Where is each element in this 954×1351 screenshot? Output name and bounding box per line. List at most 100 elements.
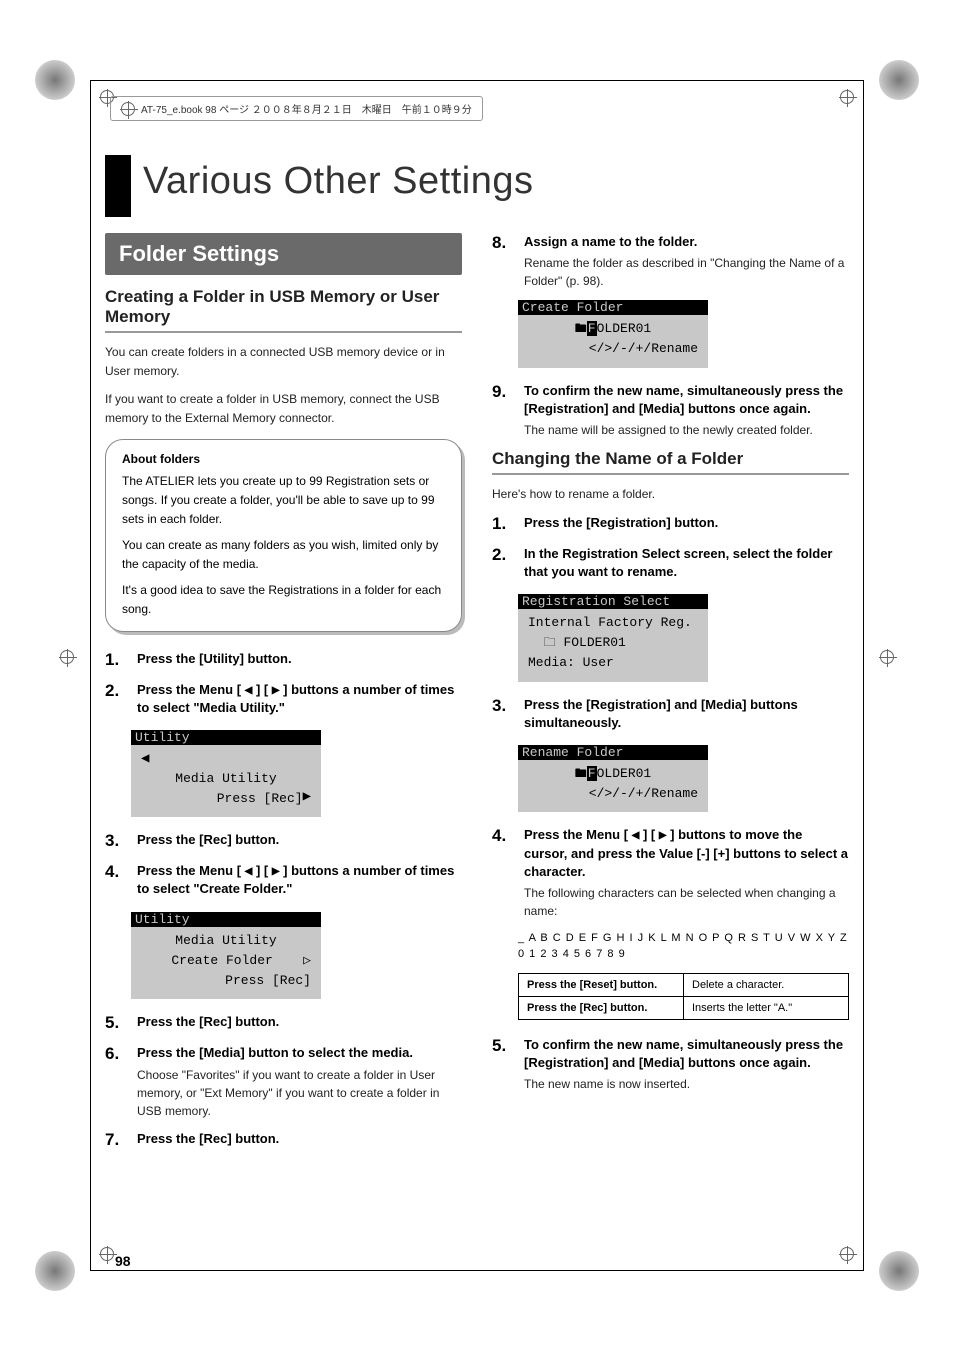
folder-icon: 🖿 bbox=[575, 322, 587, 336]
step-number: 4. bbox=[492, 826, 514, 920]
step-number: 2. bbox=[105, 681, 127, 720]
lcd-text: Press [Rec] bbox=[139, 789, 313, 809]
step-desc: The new name is now inserted. bbox=[524, 1075, 849, 1093]
note-text: It's a good idea to save the Registratio… bbox=[122, 581, 445, 618]
table-cell: Delete a character. bbox=[684, 973, 849, 996]
chapter-title: Various Other Settings bbox=[143, 160, 849, 203]
frame-line bbox=[863, 80, 864, 1271]
lcd-text: Create Folder bbox=[171, 953, 272, 968]
step-desc: The name will be assigned to the newly c… bbox=[524, 421, 849, 439]
registration-mark-icon bbox=[840, 90, 854, 104]
lcd-text: Media Utility bbox=[141, 770, 311, 788]
step-title: To confirm the new name, simultaneously … bbox=[524, 1036, 849, 1072]
lcd-header: Registration Select bbox=[518, 593, 674, 610]
step-title: Press the Menu [ ] [ ] buttons to move t… bbox=[524, 826, 849, 881]
subheading-create-folder: Creating a Folder in USB Memory or User … bbox=[105, 287, 462, 333]
registration-mark-icon bbox=[60, 650, 74, 664]
lcd-header: Rename Folder bbox=[518, 744, 627, 761]
lcd-text: Media Utility bbox=[139, 931, 313, 951]
lcd-screenshot-rename-folder: Rename Folder 🖿FOLDER01 </>/-/+/Rename bbox=[518, 745, 708, 812]
lcd-screenshot-utility: Utility ◀Media Utility▶ Press [Rec] bbox=[131, 730, 321, 817]
lcd-text: Internal Factory Reg. bbox=[526, 613, 700, 633]
step-number: 2. bbox=[492, 545, 514, 584]
registration-mark-icon bbox=[880, 650, 894, 664]
step-7: 7. Press the [Rec] button. bbox=[105, 1130, 462, 1151]
note-text: You can create as many folders as you wi… bbox=[122, 536, 445, 573]
actions-table: Press the [Reset] button. Delete a chara… bbox=[518, 973, 849, 1020]
step-number: 1. bbox=[492, 514, 514, 535]
step-number: 8. bbox=[492, 233, 514, 290]
step-number: 3. bbox=[105, 831, 127, 852]
step-title: Press the [Rec] button. bbox=[137, 1130, 462, 1148]
right-arrow-icon bbox=[272, 682, 280, 697]
frame-line bbox=[90, 80, 864, 81]
step-desc: Choose "Favorites" if you want to create… bbox=[137, 1066, 462, 1120]
subheading-rename-folder: Changing the Name of a Folder bbox=[492, 449, 849, 475]
lcd-header: Create Folder bbox=[518, 299, 627, 316]
note-text: The ATELIER lets you create up to 99 Reg… bbox=[122, 472, 445, 528]
step-number: 4. bbox=[105, 862, 127, 901]
body-text: Here's how to rename a folder. bbox=[492, 485, 849, 504]
lcd-text: Press [Rec] bbox=[139, 971, 313, 991]
lcd-text: FOLDER01 bbox=[563, 635, 625, 650]
section-banner: Folder Settings bbox=[105, 233, 462, 275]
step-title: Press the [Rec] button. bbox=[137, 831, 462, 849]
crop-corner-br bbox=[879, 1251, 919, 1291]
step-title: In the Registration Select screen, selec… bbox=[524, 545, 849, 581]
step-title: Press the [Rec] button. bbox=[137, 1013, 462, 1031]
step-1: 1. Press the [Utility] button. bbox=[105, 650, 462, 671]
body-text: If you want to create a folder in USB me… bbox=[105, 390, 462, 427]
frame-line bbox=[90, 1270, 864, 1271]
step-number: 7. bbox=[105, 1130, 127, 1151]
step-desc: Rename the folder as described in "Chang… bbox=[524, 254, 849, 290]
right-arrow-icon bbox=[272, 863, 280, 878]
folder-icon: 🖿 bbox=[575, 767, 587, 781]
right-column: 8. Assign a name to the folder. Rename t… bbox=[492, 233, 849, 1161]
step-title: To confirm the new name, simultaneously … bbox=[524, 382, 849, 418]
lcd-header: Utility bbox=[131, 911, 194, 928]
step-title: Press the [Utility] button. bbox=[137, 650, 462, 668]
step-6: 6. Press the [Media] button to select th… bbox=[105, 1044, 462, 1119]
right-arrow-icon: ▶ bbox=[303, 788, 311, 808]
table-cell: Press the [Reset] button. bbox=[519, 973, 684, 996]
table-row: Press the [Reset] button. Delete a chara… bbox=[519, 973, 849, 996]
step-2: 2. Press the Menu [ ] [ ] buttons a numb… bbox=[105, 681, 462, 720]
table-row: Press the [Rec] button. Inserts the lett… bbox=[519, 996, 849, 1019]
step-number: 1. bbox=[105, 650, 127, 671]
step-b1: 1. Press the [Registration] button. bbox=[492, 514, 849, 535]
step-title: Press the Menu [ ] [ ] buttons a number … bbox=[137, 862, 462, 898]
left-arrow-icon: ◀ bbox=[141, 750, 149, 770]
lcd-text: </>/-/+/Rename bbox=[526, 784, 700, 804]
step-9: 9. To confirm the new name, simultaneous… bbox=[492, 382, 849, 439]
folder-icon: 🗀 bbox=[544, 636, 556, 650]
step-b5: 5. To confirm the new name, simultaneous… bbox=[492, 1036, 849, 1093]
lcd-screenshot-create-folder: Utility Media Utility Create Folder ▷ Pre… bbox=[131, 912, 321, 1000]
lcd-text: OLDER01 bbox=[597, 766, 652, 781]
crop-corner-tl bbox=[35, 60, 75, 100]
body-text: You can create folders in a connected US… bbox=[105, 343, 462, 380]
crop-corner-bl bbox=[35, 1251, 75, 1291]
right-arrow-icon: ▷ bbox=[303, 952, 311, 970]
table-cell: Press the [Rec] button. bbox=[519, 996, 684, 1019]
step-8: 8. Assign a name to the folder. Rename t… bbox=[492, 233, 849, 290]
registration-mark-icon bbox=[121, 102, 135, 116]
step-number: 9. bbox=[492, 382, 514, 439]
step-title: Press the [Media] button to select the m… bbox=[137, 1044, 462, 1062]
lcd-text: Media: User bbox=[526, 653, 700, 673]
chapter-bar bbox=[105, 155, 131, 217]
step-number: 3. bbox=[492, 696, 514, 735]
lcd-text: </>/-/+/Rename bbox=[526, 339, 700, 359]
note-box-title: About folders bbox=[122, 452, 445, 466]
lcd-header: Utility bbox=[131, 729, 194, 746]
crop-corner-tr bbox=[879, 60, 919, 100]
step-title: Assign a name to the folder. bbox=[524, 233, 849, 251]
lcd-screenshot-create-folder-name: Create Folder 🖿FOLDER01 </>/-/+/Rename bbox=[518, 300, 708, 367]
step-5: 5. Press the [Rec] button. bbox=[105, 1013, 462, 1034]
frame-line bbox=[90, 80, 91, 1271]
step-desc: The following characters can be selected… bbox=[524, 884, 849, 920]
step-title: Press the [Registration] and [Media] but… bbox=[524, 696, 849, 732]
step-number: 5. bbox=[492, 1036, 514, 1093]
step-4: 4. Press the Menu [ ] [ ] buttons a numb… bbox=[105, 862, 462, 901]
print-header-note: AT-75_e.book 98 ページ ２００８年８月２１日 木曜日 午前１０時… bbox=[110, 96, 483, 121]
left-column: Folder Settings Creating a Folder in USB… bbox=[105, 233, 462, 1161]
